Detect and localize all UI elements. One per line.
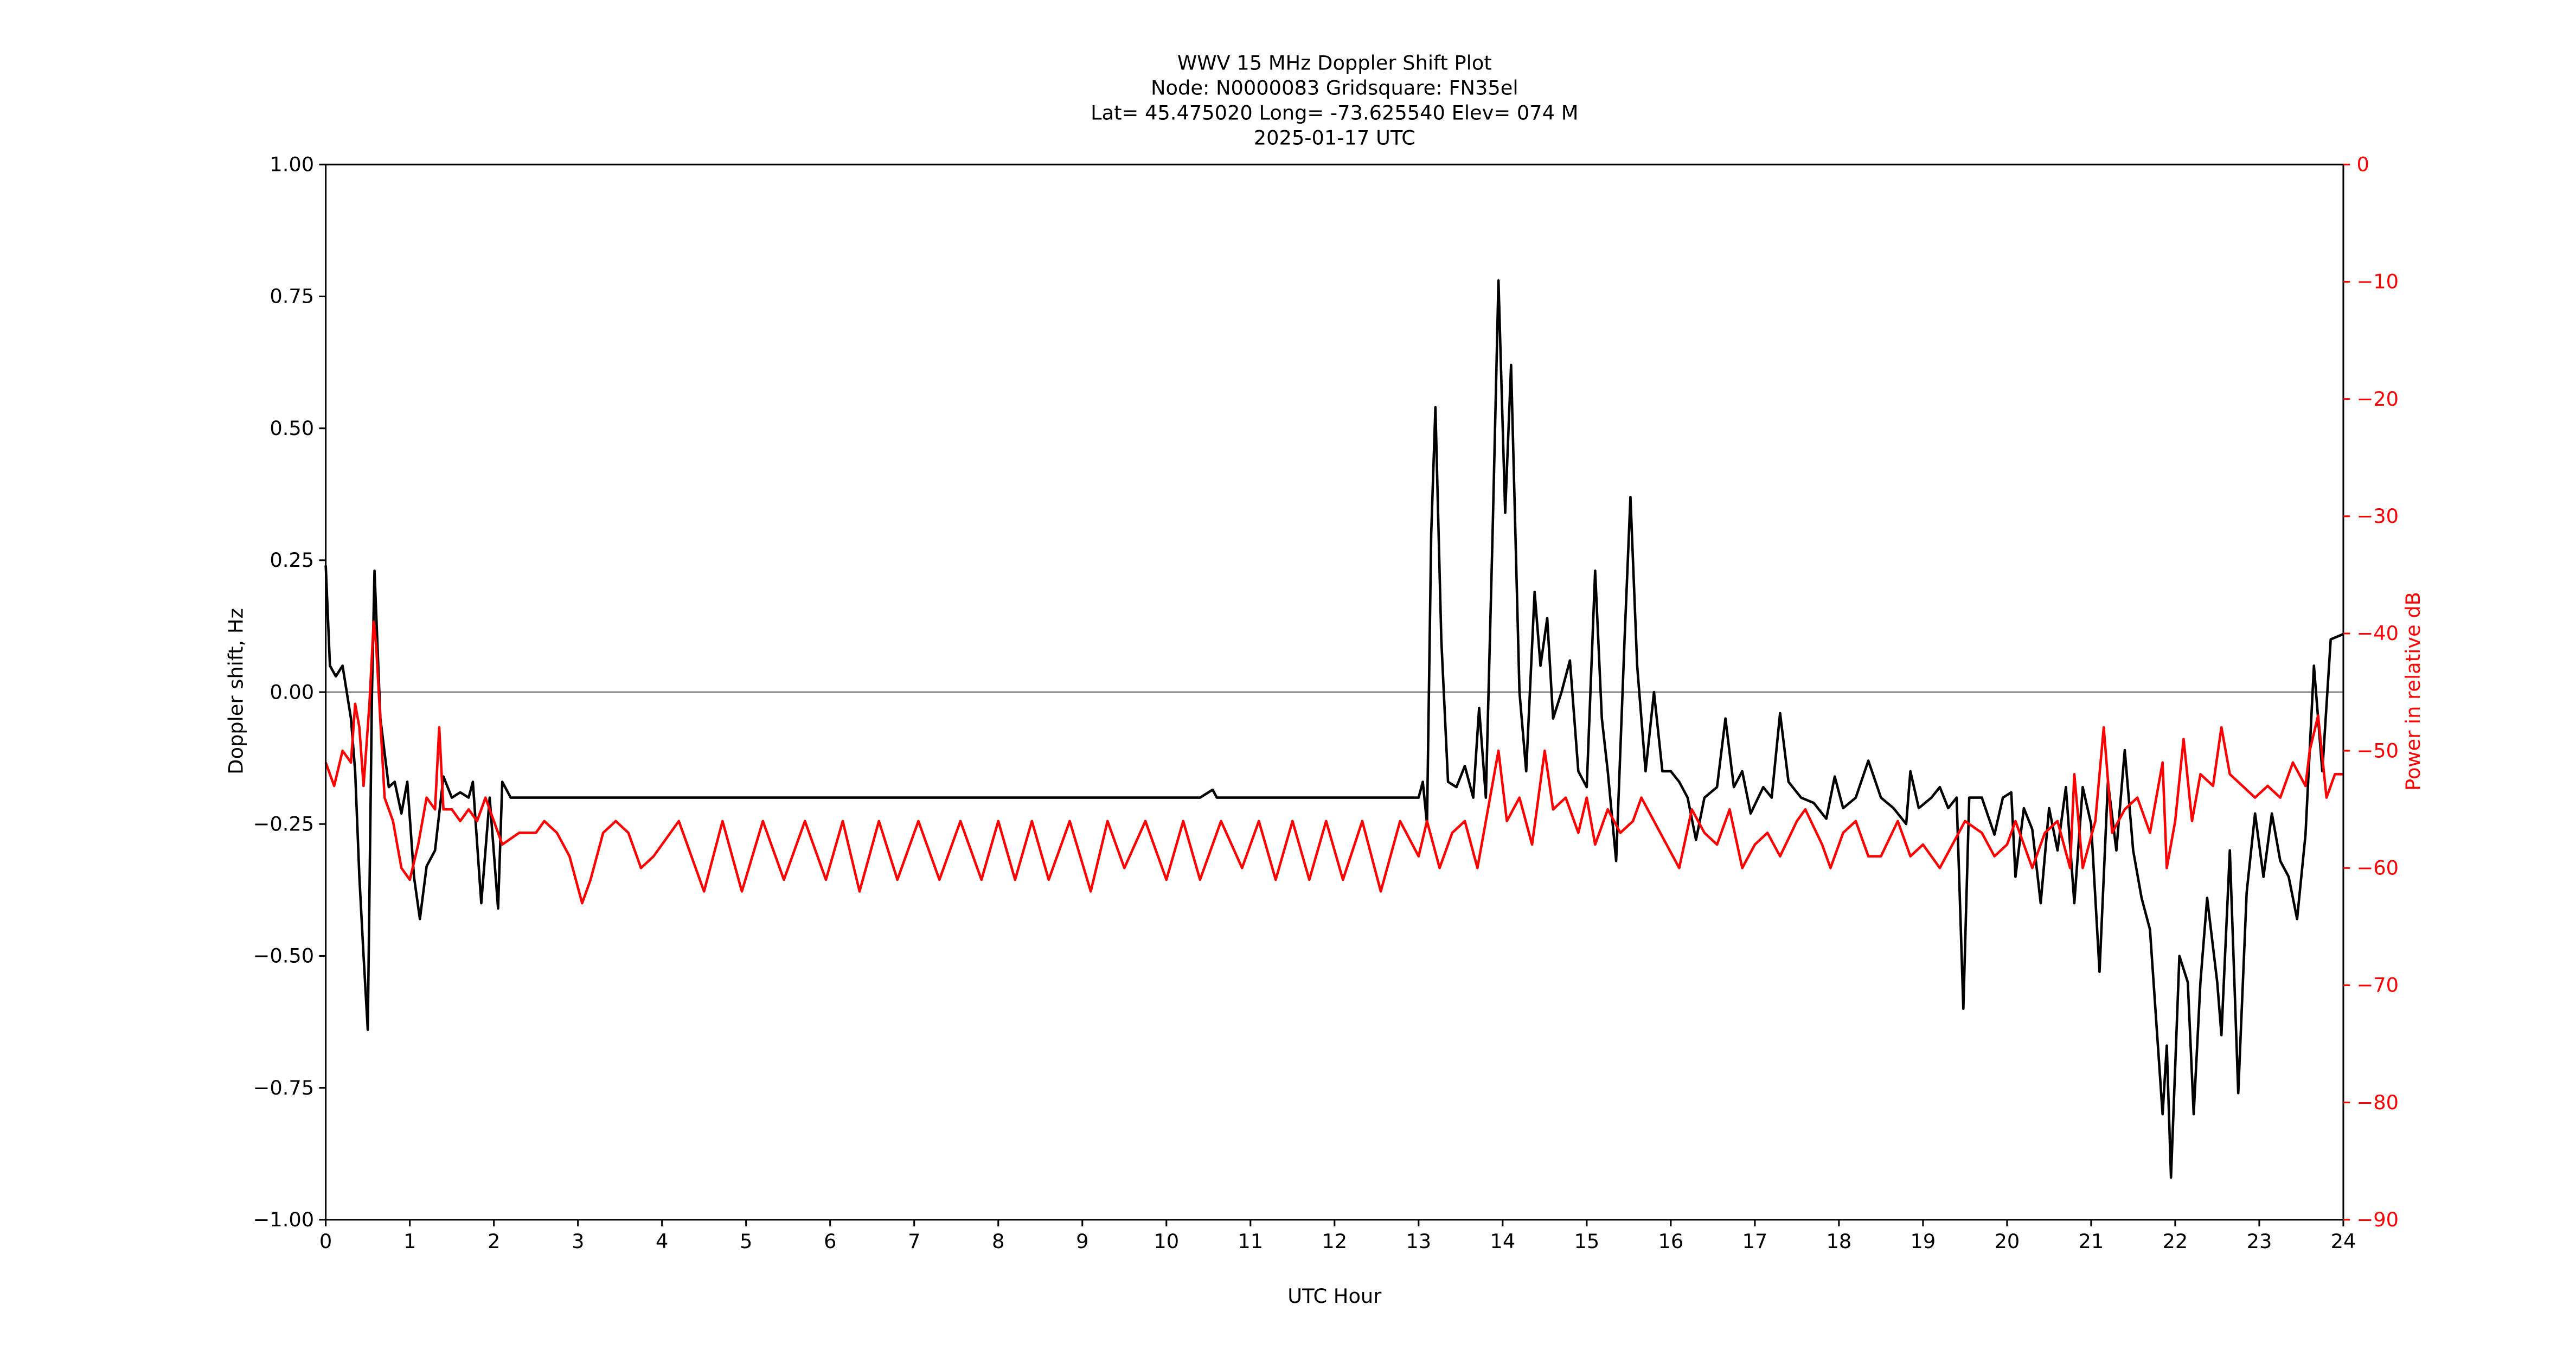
chart-title: Node: N0000083 Gridsquare: FN35el <box>1151 76 1518 100</box>
chart-title: Lat= 45.475020 Long= -73.625540 Elev= 07… <box>1091 101 1578 125</box>
data-line <box>324 279 2344 1179</box>
y2-tick-label: −60 <box>2356 856 2399 880</box>
y2-tick-label: 0 <box>2356 153 2369 176</box>
y-tick-label: 0.25 <box>270 548 314 572</box>
y2-axis-label: Power in relative dB <box>2401 592 2425 791</box>
x-tick-label: 21 <box>2079 1230 2104 1253</box>
y-tick-label: 0.00 <box>270 680 314 703</box>
x-tick-label: 24 <box>2331 1230 2356 1253</box>
x-tick-label: 19 <box>1911 1230 1936 1253</box>
x-tick-label: 17 <box>1742 1230 1767 1253</box>
x-tick-label: 1 <box>403 1230 416 1253</box>
x-tick-label: 14 <box>1490 1230 1515 1253</box>
y2-tick-label: −90 <box>2356 1208 2399 1231</box>
x-tick-label: 13 <box>1406 1230 1431 1253</box>
x-tick-label: 11 <box>1238 1230 1263 1253</box>
y2-tick-label: −20 <box>2356 387 2399 411</box>
chart-title: WWV 15 MHz Doppler Shift Plot <box>1177 52 1492 75</box>
x-tick-label: 5 <box>740 1230 752 1253</box>
x-tick-label: 7 <box>908 1230 920 1253</box>
y-tick-label: 1.00 <box>270 153 314 176</box>
y2-tick-label: −40 <box>2356 622 2399 645</box>
chart-title: 2025-01-17 UTC <box>1254 126 1415 150</box>
x-tick-label: 15 <box>1574 1230 1599 1253</box>
x-tick-label: 9 <box>1076 1230 1088 1253</box>
x-tick-label: 4 <box>656 1230 668 1253</box>
x-tick-label: 2 <box>488 1230 500 1253</box>
x-tick-label: 0 <box>319 1230 332 1253</box>
x-tick-label: 16 <box>1658 1230 1683 1253</box>
y2-tick-label: −70 <box>2356 974 2399 997</box>
y2-tick-label: −30 <box>2356 504 2399 528</box>
x-tick-label: 18 <box>1827 1230 1852 1253</box>
y2-tick-label: −50 <box>2356 739 2399 762</box>
x-tick-label: 23 <box>2247 1230 2272 1253</box>
y-tick-label: −0.75 <box>253 1076 315 1099</box>
x-tick-label: 22 <box>2163 1230 2188 1253</box>
y-tick-label: −1.00 <box>253 1208 315 1231</box>
y2-tick-label: −80 <box>2356 1091 2399 1114</box>
y-tick-label: −0.25 <box>253 812 315 835</box>
x-tick-label: 12 <box>1322 1230 1347 1253</box>
y-tick-label: 0.50 <box>270 417 314 440</box>
y-tick-label: 0.75 <box>270 285 314 308</box>
x-axis-label: UTC Hour <box>1287 1284 1382 1308</box>
y-tick-label: −0.50 <box>253 944 315 968</box>
x-tick-label: 20 <box>1995 1230 2020 1253</box>
x-tick-label: 10 <box>1154 1230 1179 1253</box>
data-line <box>324 621 2343 905</box>
x-tick-label: 6 <box>824 1230 836 1253</box>
x-tick-label: 3 <box>572 1230 584 1253</box>
y2-tick-label: −10 <box>2356 270 2399 293</box>
x-tick-label: 8 <box>992 1230 1004 1253</box>
y-axis-label: Doppler shift, Hz <box>224 608 247 775</box>
